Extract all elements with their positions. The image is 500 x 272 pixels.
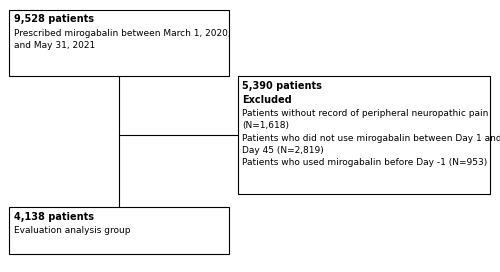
Text: 5,390 patients: 5,390 patients [242,81,322,91]
Text: and May 31, 2021: and May 31, 2021 [14,41,95,50]
Text: Patients who did not use mirogabalin between Day 1 and: Patients who did not use mirogabalin bet… [242,134,500,143]
Text: Prescribed mirogabalin between March 1, 2020,: Prescribed mirogabalin between March 1, … [14,29,230,38]
Text: 4,138 patients: 4,138 patients [14,212,94,222]
Text: (N=1,618): (N=1,618) [242,121,290,131]
FancyBboxPatch shape [9,10,229,76]
Text: Excluded: Excluded [242,95,292,105]
FancyBboxPatch shape [9,207,229,254]
Text: Day 45 (N=2,819): Day 45 (N=2,819) [242,146,324,155]
Text: 9,528 patients: 9,528 patients [14,14,94,24]
Text: Evaluation analysis group: Evaluation analysis group [14,226,130,235]
Text: Patients without record of peripheral neuropathic pain: Patients without record of peripheral ne… [242,109,489,118]
Text: Patients who used mirogabalin before Day -1 (N=953): Patients who used mirogabalin before Day… [242,158,488,167]
FancyBboxPatch shape [238,76,490,194]
